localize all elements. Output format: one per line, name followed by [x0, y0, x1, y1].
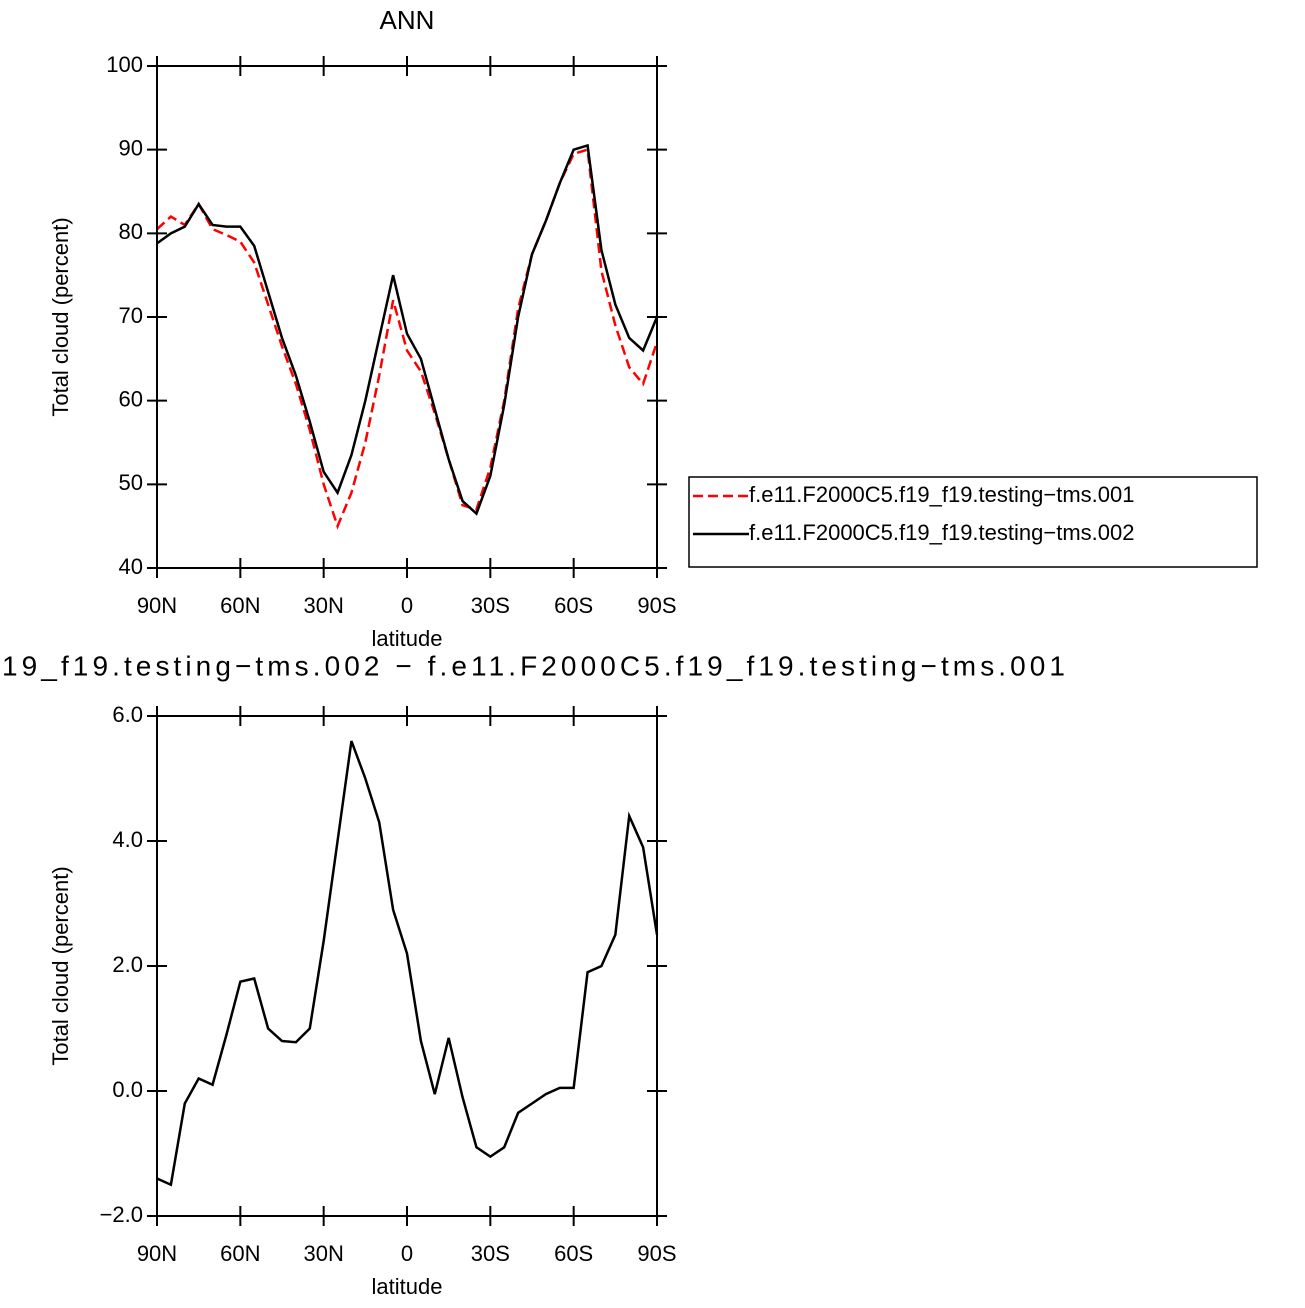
- x-tick-label: 60N: [220, 1241, 260, 1266]
- y-tick-label: 70: [119, 303, 143, 328]
- y-tick-label: 40: [119, 554, 143, 579]
- y-tick-label: 4.0: [112, 827, 143, 852]
- x-tick-label: 30S: [471, 1241, 510, 1266]
- x-tick-label: 90N: [137, 1241, 177, 1266]
- plot-frame: [156, 715, 658, 1217]
- x-tick-label: 0: [401, 593, 413, 618]
- y-tick-label: 0.0: [112, 1077, 143, 1102]
- x-tick-label: 30S: [471, 593, 510, 618]
- x-tick-label: 30N: [303, 1241, 343, 1266]
- legend-box: [688, 476, 1258, 568]
- plot-frame: [156, 65, 658, 569]
- x-tick-label: 60S: [554, 1241, 593, 1266]
- y-tick-label: −2.0: [100, 1202, 143, 1227]
- legend-label: f.e11.F2000C5.f19_f19.testing−tms.002: [749, 520, 1134, 545]
- legend-label: f.e11.F2000C5.f19_f19.testing−tms.001: [749, 482, 1134, 507]
- chart-title: ANN: [380, 5, 435, 35]
- x-tick-label: 90S: [637, 593, 676, 618]
- x-tick-label: 30N: [303, 593, 343, 618]
- y-tick-label: 60: [119, 386, 143, 411]
- y-tick-label: 2.0: [112, 952, 143, 977]
- y-tick-label: 100: [106, 52, 143, 77]
- plot: ANN 40 50 60 70 80 90 100 90N 60N 30N 0 30S 60S 90S lat…: [48, 5, 1258, 651]
- chart-title: 19_f19.testing−tms.002 − f.e11.F2000C5.f…: [2, 650, 1065, 681]
- plot: 19_f19.testing−tms.002 − f.e11.F2000C5.f…: [2, 650, 1065, 1298]
- y-tick-label: 50: [119, 470, 143, 495]
- y-tick-label: 80: [119, 219, 143, 244]
- x-axis-label: latitude: [372, 626, 443, 651]
- y-axis-label: Total cloud (percent): [48, 866, 73, 1065]
- x-tick-label: 90N: [137, 593, 177, 618]
- data-line: [156, 143, 659, 516]
- y-axis-label: Total cloud (percent): [48, 217, 73, 416]
- data-line: [156, 740, 659, 1187]
- x-tick-label: 90S: [637, 1241, 676, 1266]
- data-line: [156, 148, 659, 530]
- x-tick-label: 60S: [554, 593, 593, 618]
- x-axis-label: latitude: [372, 1274, 443, 1299]
- x-tick-label: 60N: [220, 593, 260, 618]
- y-tick-label: 90: [119, 135, 143, 160]
- y-tick-label: 6.0: [112, 702, 143, 727]
- x-tick-label: 0: [401, 1241, 413, 1266]
